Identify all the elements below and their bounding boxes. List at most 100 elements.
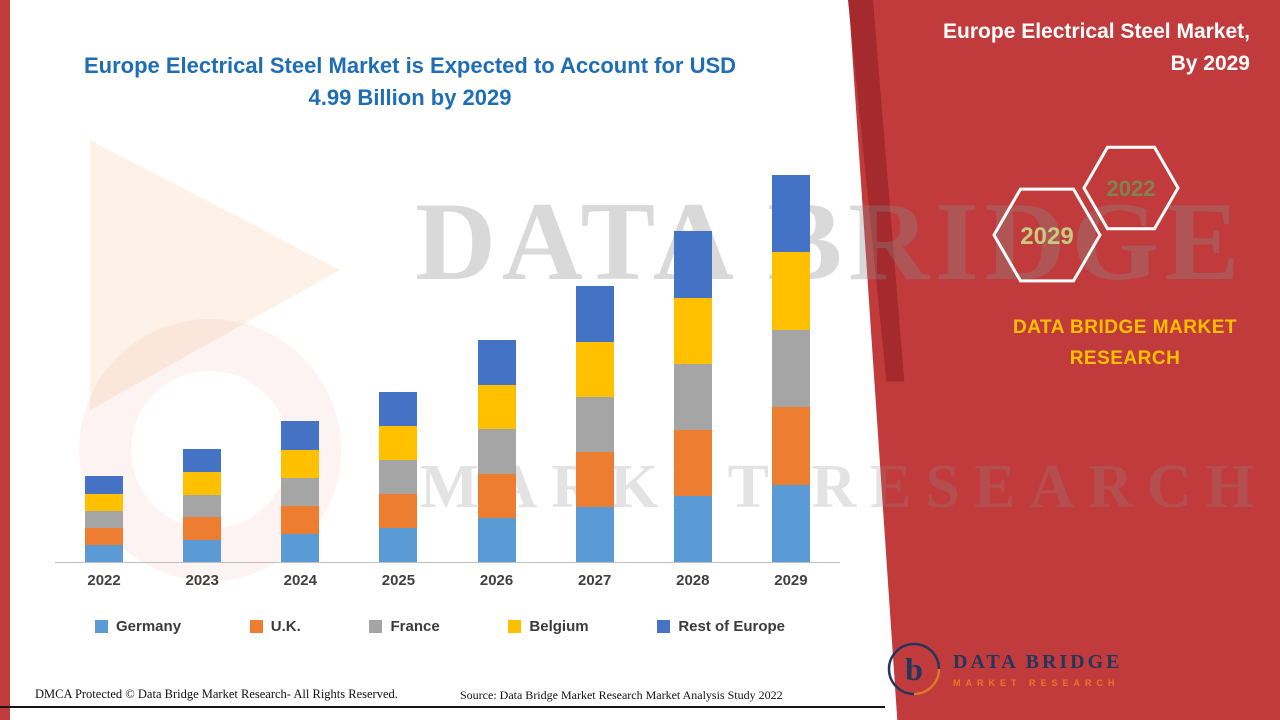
- bar-plot: [55, 160, 840, 563]
- bar-segment-belgium: [85, 493, 124, 511]
- x-axis-label: 2025: [381, 572, 416, 589]
- legend: Germany U.K. France Belgium Rest of Europe: [95, 618, 785, 635]
- bar-segment-belgium: [477, 385, 516, 430]
- hexagon-2029: [992, 187, 1102, 283]
- x-axis-label: 2023: [185, 572, 219, 589]
- logo-monogram: b: [905, 651, 923, 687]
- hexagon-badges: 2029 2022: [992, 145, 1180, 283]
- bar-segment-u-k: [477, 473, 516, 518]
- bar-column-2022: [55, 160, 153, 562]
- watermark-text-marketresearch: MARKET RESEARCH: [420, 453, 1268, 521]
- databridge-logo: b DATA BRIDGE MARKET RESEARCH: [885, 640, 1123, 698]
- source-note: Source: Data Bridge Market Research Mark…: [460, 688, 783, 702]
- logo-name: DATA BRIDGE: [953, 650, 1123, 673]
- x-axis-label: 2027: [578, 572, 612, 589]
- bar-segment-belgium: [379, 425, 418, 460]
- bar-segment-u-k: [673, 430, 712, 497]
- legend-item-france: France: [369, 618, 440, 635]
- bar-column-2028: [644, 160, 742, 562]
- bar-segment-rest-of-europe: [771, 175, 810, 252]
- bar-segment-germany: [379, 527, 418, 562]
- page-title-line2: 4.99 Billion by 2029: [308, 85, 512, 110]
- bar-segment-france: [575, 397, 614, 452]
- bar-segment-belgium: [575, 342, 614, 397]
- bar-segment-u-k: [183, 517, 222, 540]
- panel-title-line2: By 2029: [1170, 52, 1250, 75]
- stacked-bar-2028: [673, 231, 712, 562]
- left-red-stripe: [0, 0, 10, 720]
- bar-segment-u-k: [379, 493, 418, 528]
- panel-title: Europe Electrical Steel Market, By 2029: [830, 16, 1250, 80]
- legend-swatch-u-k: [249, 620, 263, 633]
- legend-swatch-belgium: [508, 620, 522, 633]
- stacked-bar-2023: [183, 448, 222, 562]
- bar-segment-france: [771, 329, 810, 407]
- legend-label-u-k: U.K.: [270, 618, 301, 635]
- bar-segment-france: [85, 510, 124, 528]
- panel-title-line1: Europe Electrical Steel Market,: [943, 20, 1250, 43]
- stacked-bar-2022: [85, 475, 124, 562]
- bar-segment-france: [281, 478, 320, 507]
- x-axis-label: 2022: [87, 572, 121, 589]
- bar-column-2023: [153, 160, 251, 562]
- bar-segment-u-k: [771, 407, 810, 485]
- legend-label-rest-of-europe: Rest of Europe: [678, 618, 785, 635]
- bar-segment-france: [477, 429, 516, 474]
- bar-segment-belgium: [771, 252, 810, 330]
- legend-item-belgium: Belgium: [508, 618, 589, 635]
- bar-segment-rest-of-europe: [85, 475, 124, 494]
- bar-segment-germany: [183, 539, 222, 562]
- bar-column-2027: [546, 160, 644, 562]
- legend-item-u-k: U.K.: [249, 618, 301, 635]
- bar-segment-rest-of-europe: [183, 448, 222, 472]
- hexagon-2029-label: 2029: [1020, 223, 1073, 250]
- stacked-bar-2027: [575, 286, 614, 562]
- legend-item-germany: Germany: [95, 618, 181, 635]
- bar-segment-u-k: [85, 527, 124, 545]
- bar-segment-germany: [281, 534, 320, 562]
- stacked-bar-2025: [379, 392, 418, 562]
- bar-segment-belgium: [281, 450, 320, 479]
- x-axis-label: 2024: [283, 572, 317, 589]
- databridge-logo-mark: b: [887, 642, 941, 696]
- bar-segment-germany: [575, 507, 614, 562]
- bar-segment-belgium: [673, 298, 712, 365]
- brand-text: DATA BRIDGE MARKET RESEARCH: [1013, 317, 1237, 369]
- legend-item-rest-of-europe: Rest of Europe: [657, 618, 785, 635]
- bar-column-2024: [251, 160, 349, 562]
- bar-segment-france: [379, 459, 418, 494]
- bar-segment-germany: [85, 544, 124, 562]
- bar-segment-rest-of-europe: [379, 392, 418, 426]
- legend-label-belgium: Belgium: [529, 618, 589, 635]
- hexagon-2022: [1082, 145, 1180, 231]
- bar-segment-rest-of-europe: [281, 421, 320, 451]
- stacked-bar-2029: [771, 175, 810, 562]
- stacked-bar-2026: [477, 340, 516, 562]
- legend-swatch-germany: [95, 620, 108, 633]
- page-title: Europe Electrical Steel Market is Expect…: [65, 50, 755, 114]
- hexagon-2022-label: 2022: [1107, 176, 1156, 201]
- x-axis-label: 2028: [676, 572, 710, 589]
- legend-swatch-france: [369, 620, 383, 633]
- bar-column-2029: [742, 160, 840, 562]
- logo-tagline: MARKET RESEARCH: [953, 677, 1120, 688]
- bar-segment-france: [673, 364, 712, 431]
- bar-segment-u-k: [575, 452, 614, 507]
- bar-column-2025: [349, 160, 447, 562]
- x-axis-label: 2026: [479, 572, 514, 589]
- bar-segment-rest-of-europe: [575, 286, 614, 342]
- page-title-line1: Europe Electrical Steel Market is Expect…: [83, 53, 737, 78]
- bar-segment-germany: [477, 517, 516, 562]
- x-axis-label: 2029: [774, 572, 808, 589]
- bar-segment-belgium: [183, 472, 222, 495]
- stacked-bar-2024: [281, 421, 320, 562]
- watermark-text-databridge: DATA BRIDGE: [415, 180, 1246, 304]
- bar-segment-france: [183, 494, 222, 517]
- legend-swatch-rest-of-europe: [657, 620, 671, 633]
- bar-segment-germany: [673, 496, 712, 562]
- dmca-notice: DMCA Protected © Data Bridge Market Rese…: [35, 687, 398, 701]
- x-axis-labels: 2022 2023 2024 2025 2026 2027 2028 2029: [55, 572, 840, 589]
- footer-divider: [0, 706, 885, 708]
